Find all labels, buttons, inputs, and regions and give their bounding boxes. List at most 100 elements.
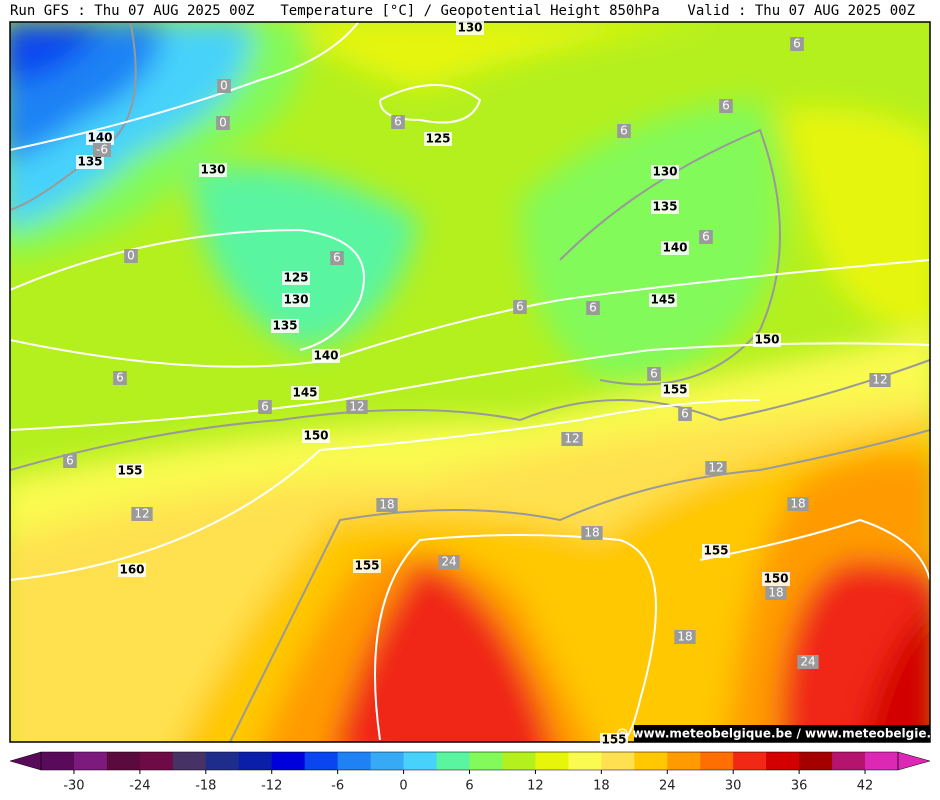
height-label: 155 bbox=[703, 544, 728, 558]
temperature-label: 6 bbox=[394, 115, 402, 129]
height-label: 160 bbox=[119, 563, 144, 577]
temperature-label: 18 bbox=[768, 586, 783, 600]
colorbar-segment bbox=[799, 752, 833, 770]
colorbar-tick-label: -24 bbox=[129, 779, 150, 794]
temperature-label: 18 bbox=[584, 526, 599, 540]
colorbar-segment bbox=[205, 752, 240, 770]
height-label: 155 bbox=[662, 383, 687, 397]
height-label-bg bbox=[702, 544, 730, 558]
temperature-label-bg bbox=[678, 407, 692, 421]
height-label: 150 bbox=[763, 572, 788, 586]
temperature-label-bg bbox=[113, 371, 127, 385]
temperature-label: 12 bbox=[134, 507, 149, 521]
temperature-label: 18 bbox=[379, 498, 394, 512]
height-label-bg bbox=[651, 200, 679, 214]
temperature-label: 6 bbox=[516, 300, 524, 314]
height-label: 130 bbox=[457, 21, 482, 35]
colorbar-tick-label: 0 bbox=[399, 779, 407, 794]
height-label: 130 bbox=[652, 165, 677, 179]
height-label: 145 bbox=[650, 293, 675, 307]
temperature-label: 12 bbox=[349, 400, 364, 414]
colorbar-tick-label: 6 bbox=[465, 779, 473, 794]
colorbar-segment bbox=[667, 752, 701, 770]
height-label: 135 bbox=[652, 200, 677, 214]
temperature-label: 6 bbox=[650, 367, 658, 381]
temperature-label-bg bbox=[131, 507, 153, 521]
height-label-bg bbox=[661, 241, 689, 255]
temperature-label-bg bbox=[647, 367, 661, 381]
temperature-label-bg bbox=[797, 655, 819, 669]
colorbar-tick-label: 36 bbox=[791, 779, 808, 794]
valid-info: Valid : Thu 07 AUG 2025 00Z bbox=[687, 3, 915, 19]
colorbar-segment bbox=[271, 752, 306, 770]
colorbar-segment bbox=[73, 752, 108, 770]
temperature-label: 6 bbox=[261, 400, 269, 414]
height-label-bg bbox=[651, 165, 679, 179]
height-label-bg bbox=[762, 572, 790, 586]
colorbar-tick-label: 30 bbox=[725, 779, 742, 794]
colorbar-segment bbox=[832, 752, 866, 770]
temperature-label-bg bbox=[124, 249, 138, 263]
temperature-label: 6 bbox=[620, 124, 628, 138]
colorbar-tick-label: -12 bbox=[261, 779, 282, 794]
temperature-label: 6 bbox=[333, 251, 341, 265]
height-label: 140 bbox=[662, 241, 687, 255]
colorbar-tick-label: -30 bbox=[63, 779, 84, 794]
temperature-label: 6 bbox=[681, 407, 689, 421]
temperature-label-bg bbox=[216, 116, 230, 130]
temperature-label: 24 bbox=[800, 655, 815, 669]
temperature-label: 6 bbox=[66, 454, 74, 468]
height-label-bg bbox=[291, 386, 319, 400]
height-label: 150 bbox=[754, 333, 779, 347]
colorbar-segment bbox=[304, 752, 339, 770]
colorbar-arrow-right bbox=[897, 751, 931, 771]
temperature-label-bg bbox=[513, 300, 527, 314]
colorbar-segment bbox=[766, 752, 800, 770]
height-label-bg bbox=[199, 163, 227, 177]
temperature-label-bg bbox=[790, 37, 804, 51]
height-label: 145 bbox=[292, 386, 317, 400]
height-label: 155 bbox=[354, 559, 379, 573]
colorbar-segment bbox=[700, 752, 734, 770]
temperature-label-bg bbox=[346, 400, 368, 414]
temperature-label-bg bbox=[93, 143, 111, 157]
temperature-label-bg bbox=[438, 555, 460, 569]
temperature-label-bg bbox=[330, 251, 344, 265]
colorbar-segment bbox=[337, 752, 372, 770]
colorbar-arrow-left bbox=[9, 751, 42, 771]
colorbar-segment bbox=[436, 752, 470, 770]
colorbar-segment bbox=[238, 752, 273, 770]
height-label: 125 bbox=[425, 132, 450, 146]
height-label-bg bbox=[353, 559, 381, 573]
map bbox=[10, 22, 930, 742]
colorbar-segment bbox=[139, 752, 174, 770]
temperature-label: 0 bbox=[127, 249, 135, 263]
temperature-label: 6 bbox=[702, 230, 710, 244]
height-label-bg bbox=[302, 429, 330, 443]
temperature-label: 12 bbox=[872, 373, 887, 387]
height-label: 150 bbox=[303, 429, 328, 443]
temperature-label: 12 bbox=[564, 432, 579, 446]
temperature-label: 0 bbox=[219, 116, 227, 130]
height-label-bg bbox=[753, 333, 781, 347]
temperature-label-bg bbox=[561, 432, 583, 446]
temperature-label: 0 bbox=[220, 79, 228, 93]
map-title: Temperature [°C] / Geopotential Height 8… bbox=[280, 3, 659, 19]
temperature-label-bg bbox=[63, 454, 77, 468]
temperature-label-bg bbox=[787, 497, 809, 511]
height-label: 130 bbox=[200, 163, 225, 177]
colorbar-segment bbox=[370, 752, 405, 770]
temperature-label: 18 bbox=[790, 497, 805, 511]
temperature-label-bg bbox=[391, 115, 405, 129]
temperature-label: 12 bbox=[708, 461, 723, 475]
height-label: 135 bbox=[77, 155, 102, 169]
colorbar-segment bbox=[172, 752, 207, 770]
temperature-label: 6 bbox=[589, 301, 597, 315]
temperature-label: 24 bbox=[441, 555, 456, 569]
height-label-bg bbox=[456, 21, 484, 35]
temperature-label: 6 bbox=[793, 37, 801, 51]
colorbar-segment bbox=[469, 752, 503, 770]
temperature-label-bg bbox=[581, 526, 603, 540]
height-label-bg bbox=[661, 383, 689, 397]
